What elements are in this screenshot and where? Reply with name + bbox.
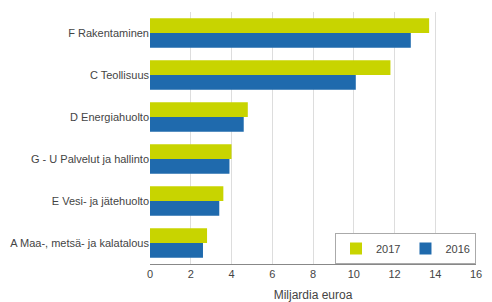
svg-text:D Energiahuolto: D Energiahuolto: [70, 111, 149, 123]
svg-text:6: 6: [269, 268, 275, 280]
svg-text:2: 2: [188, 268, 194, 280]
svg-text:2016: 2016: [445, 243, 469, 255]
svg-text:E Vesi- ja jätehuolto: E Vesi- ja jätehuolto: [52, 195, 149, 207]
svg-text:12: 12: [388, 268, 400, 280]
svg-text:4: 4: [228, 268, 234, 280]
svg-text:16: 16: [470, 268, 482, 280]
svg-text:14: 14: [429, 268, 441, 280]
svg-text:A Maa-, metsä- ja kalatalous: A Maa-, metsä- ja kalatalous: [10, 237, 149, 249]
svg-text:8: 8: [310, 268, 316, 280]
svg-text:F Rakentaminen: F Rakentaminen: [68, 27, 149, 39]
svg-text:0: 0: [147, 268, 153, 280]
svg-text:2017: 2017: [376, 243, 400, 255]
svg-text:Miljardia euroa: Miljardia euroa: [274, 288, 353, 302]
svg-text:10: 10: [348, 268, 360, 280]
svg-text:G - U Palvelut ja hallinto: G - U Palvelut ja hallinto: [31, 153, 149, 165]
svg-text:C Teollisuus: C Teollisuus: [90, 69, 150, 81]
